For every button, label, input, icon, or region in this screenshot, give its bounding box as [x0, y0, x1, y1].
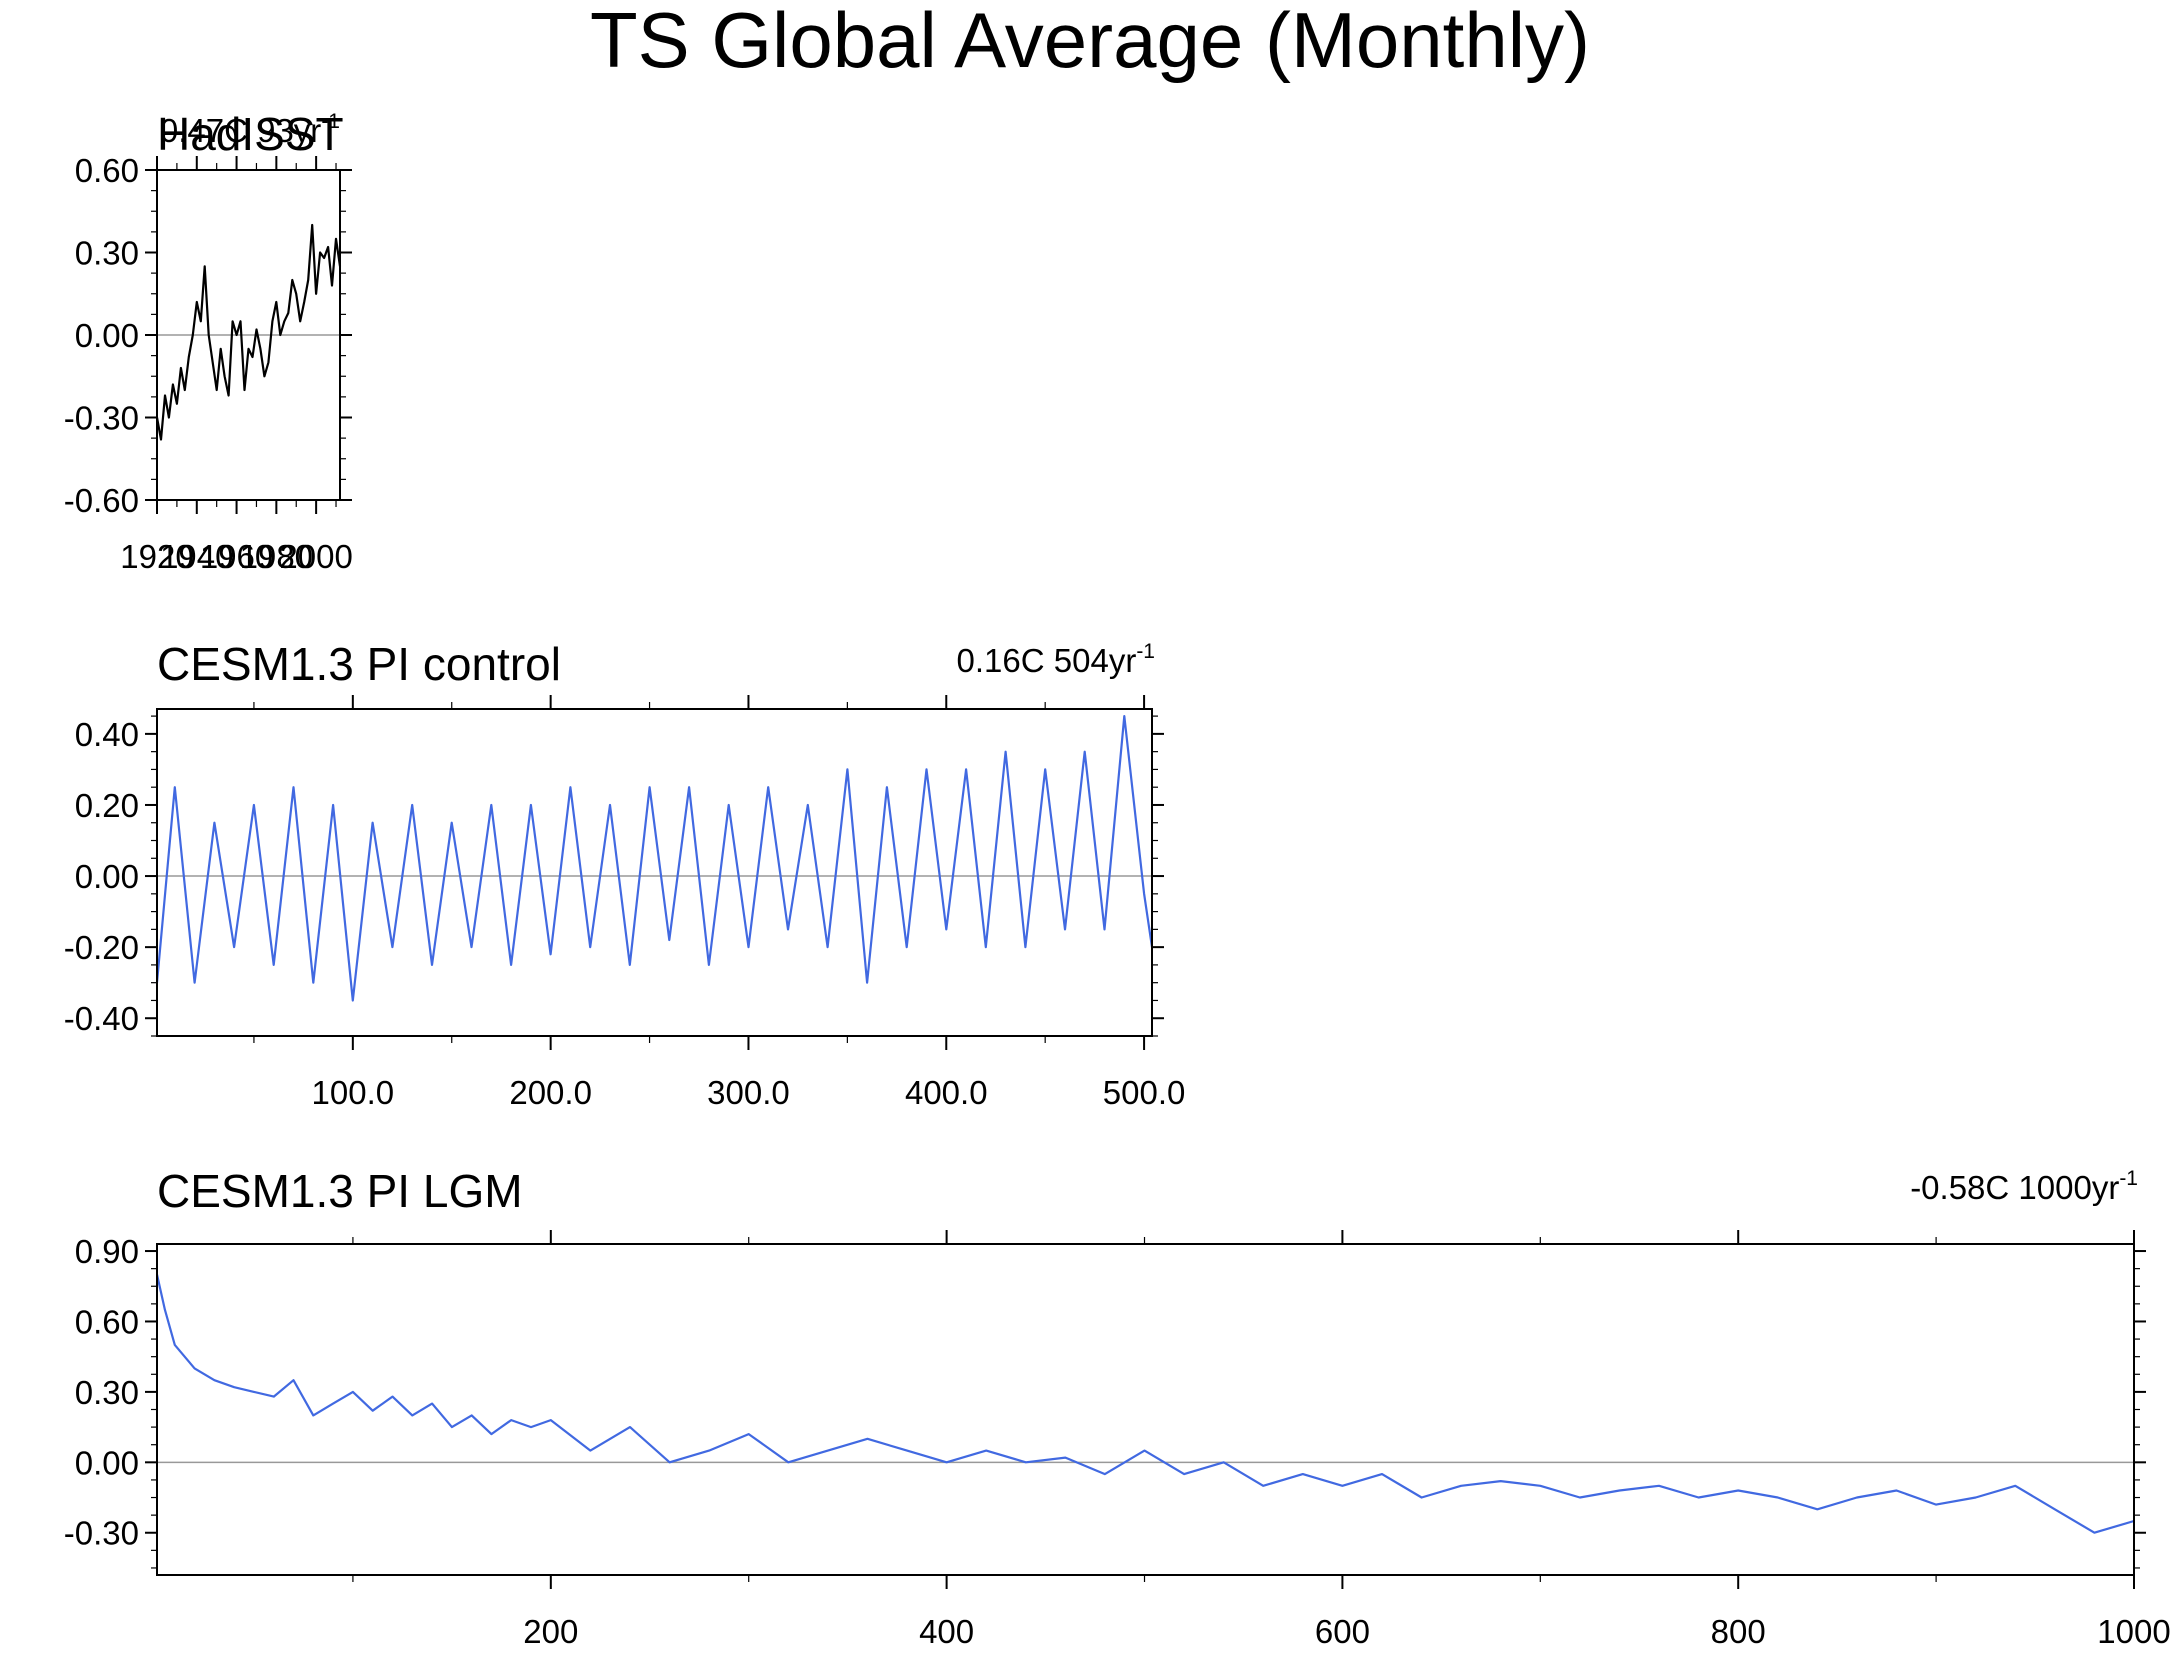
y-tick-label: 0.30 — [75, 235, 139, 272]
x-tick-label: 1000 — [2097, 1613, 2170, 1650]
series-line-0 — [155, 714, 1154, 1002]
y-tick-label: -0.60 — [64, 482, 139, 519]
x-tick-label: 300.0 — [707, 1074, 790, 1111]
panel-pi-control: -0.40 -0.20 0.00 0.20 0.40 100.0 200.0 300.0 400… — [64, 638, 1186, 1111]
panel-hadisst: -0.60 -0.30 0.00 0.30 0.60 192019401960198020… — [64, 108, 353, 575]
figure-title: TS Global Average (Monthly) — [589, 0, 1591, 84]
y-tick-label: -0.30 — [64, 400, 139, 437]
x-tick-label: 400.0 — [905, 1074, 988, 1111]
y-tick-label: 0.60 — [75, 152, 139, 189]
trend-label: -0.58C 1000yr-1 — [1910, 1167, 2138, 1206]
x-tick-label: 1940 — [160, 538, 233, 575]
y-tick-label: 0.30 — [75, 1374, 139, 1411]
plot-frame — [156, 1243, 2135, 1576]
y-tick-label: -0.30 — [64, 1515, 139, 1552]
x-tick-label: 1960 — [200, 538, 273, 575]
x-tick-label: 600 — [1315, 1613, 1370, 1650]
trend-value: 0.16C 504yr — [957, 642, 1137, 679]
series-line-0 — [155, 1274, 2135, 1534]
y-tick-label: 0.00 — [75, 858, 139, 895]
plot-frame — [156, 708, 1153, 1037]
y-tick-label: 0.90 — [75, 1233, 139, 1270]
trend-value: 0.47C 93yr — [160, 112, 321, 149]
x-tick-label: 400 — [919, 1613, 974, 1650]
x-tick-label: 2000 — [279, 538, 352, 575]
series-line-0 — [155, 223, 342, 441]
y-tick-label: 0.00 — [75, 1444, 139, 1481]
panel-pi-lgm: -0.30 0.00 0.30 0.60 0.90 200 400 600 800 1000 CES… — [64, 1165, 2171, 1650]
x-tick-label: 800 — [1711, 1613, 1766, 1650]
panel-title: CESM1.3 PI LGM — [157, 1165, 523, 1217]
trend-label: 0.16C 504yr-1 — [957, 640, 1155, 679]
trend-value: -0.58C 1000yr — [1910, 1169, 2119, 1206]
x-tick-label: 100.0 — [312, 1074, 395, 1111]
trend-exponent: -1 — [321, 110, 340, 133]
panel-title: HadISST — [157, 108, 344, 160]
panel-title: CESM1.3 PI control — [157, 638, 561, 690]
y-tick-label: 0.20 — [75, 787, 139, 824]
x-tick-label: 200 — [523, 1613, 578, 1650]
x-tick-label: 1980 — [240, 538, 313, 575]
y-tick-label: 0.40 — [75, 716, 139, 753]
y-tick-label: 0.00 — [75, 317, 139, 354]
y-tick-label: -0.20 — [64, 929, 139, 966]
y-tick-label: 0.60 — [75, 1303, 139, 1340]
y-tick-label: -0.40 — [64, 1000, 139, 1037]
x-tick-label: 500.0 — [1103, 1074, 1186, 1111]
trend-label: 0.47C 93yr-1 — [160, 110, 340, 149]
trend-exponent: -1 — [1136, 640, 1155, 663]
x-tick-label: 1920 — [120, 538, 193, 575]
x-tick-label: 200.0 — [509, 1074, 592, 1111]
trend-exponent: -1 — [2119, 1167, 2138, 1190]
